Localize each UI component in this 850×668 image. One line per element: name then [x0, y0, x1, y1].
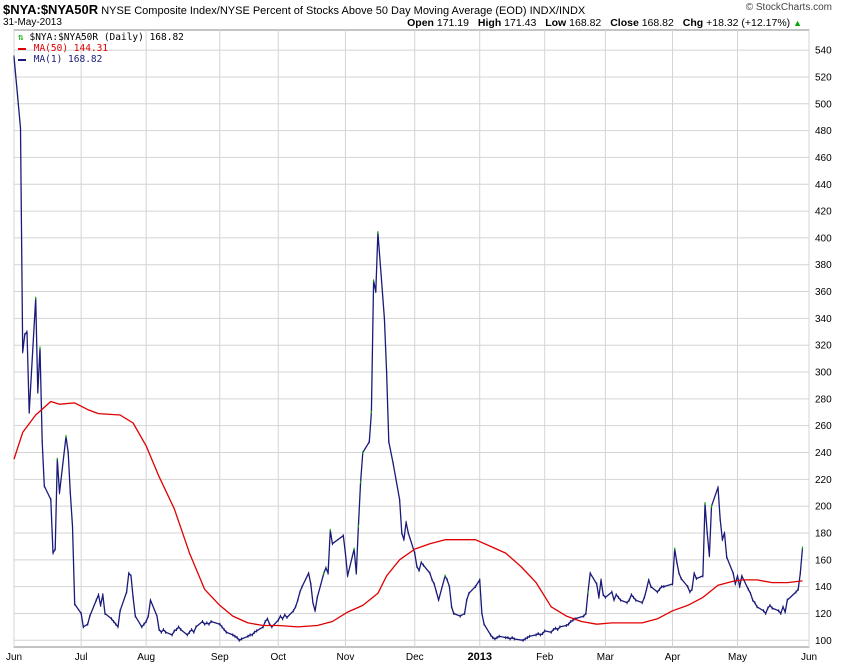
ma50-swatch-icon [18, 47, 26, 50]
legend-price: ⇅ $NYA:$NYA50R (Daily) 168.82 [18, 32, 184, 43]
exchange-label: INDX/INDX [529, 5, 586, 17]
y-tick-label: 260 [815, 421, 832, 432]
y-tick-label: 180 [815, 528, 832, 539]
y-tick-label: 480 [815, 126, 832, 137]
y-tick-label: 440 [815, 180, 832, 191]
tick-layer: 100 120 140 160 180 200 220 240 260 280 300 320 340 3… [6, 46, 832, 663]
y-tick-label: 160 [815, 555, 832, 566]
y-tick-label: 420 [815, 207, 832, 218]
close-value: 168.82 [641, 17, 674, 29]
x-tick-label: Apr [665, 652, 681, 663]
x-tick-label: May [728, 652, 747, 663]
legend-ma50-label: MA(50) 144.31 [33, 43, 109, 54]
symbol-title: $NYA:$NYA50R [3, 2, 99, 17]
high-label: High [477, 17, 502, 29]
low-label: Low [545, 17, 567, 29]
legend-ma1: MA(1) 168.82 [18, 54, 102, 65]
y-tick-label: 100 [815, 636, 832, 647]
y-tick-label: 380 [815, 260, 832, 271]
ma1-series-line [13, 56, 804, 641]
y-tick-label: 320 [815, 341, 832, 352]
up-arrow-icon: ▲ [793, 18, 802, 28]
x-tick-label: Jul [75, 652, 88, 663]
chart-type-icon: ⇅ [18, 32, 24, 43]
chg-label: Chg [682, 17, 704, 29]
symbol-description: NYSE Composite Index/NYSE Percent of Sto… [101, 5, 527, 17]
ma1-swatch-icon [18, 58, 26, 61]
grid-layer [13, 30, 810, 647]
y-tick-label: 520 [815, 72, 832, 83]
legend-price-label: $NYA:$NYA50R (Daily) 168.82 [29, 32, 184, 43]
y-tick-label: 280 [815, 394, 832, 405]
ohlc-bar: Open 171.19 High 171.43 Low 168.82 Close… [401, 17, 802, 29]
x-tick-label: Feb [536, 652, 554, 663]
x-tick-label: Oct [270, 652, 286, 663]
chart-header: $NYA:$NYA50R NYSE Composite Index/NYSE P… [3, 2, 585, 17]
y-tick-label: 200 [815, 502, 832, 513]
high-value: 171.43 [504, 17, 537, 29]
y-tick-label: 240 [815, 448, 832, 459]
open-label: Open [407, 17, 434, 29]
low-value: 168.82 [569, 17, 602, 29]
y-tick-label: 120 [815, 609, 832, 620]
y-tick-label: 220 [815, 475, 832, 486]
brand-watermark[interactable]: © StockCharts.com [745, 2, 832, 13]
x-tick-label: Aug [137, 652, 155, 663]
x-tick-label: Jun [6, 652, 22, 663]
x-tick-label: Nov [337, 652, 355, 663]
x-tick-label: Jun [801, 652, 817, 663]
chg-value: +18.32 (+12.17%) [706, 17, 791, 29]
y-tick-label: 340 [815, 314, 832, 325]
chart-date: 31-May-2013 [3, 17, 62, 28]
x-tick-label: Mar [597, 652, 615, 663]
y-tick-label: 400 [815, 233, 832, 244]
ma50-series-line [13, 400, 803, 628]
y-tick-label: 140 [815, 582, 832, 593]
open-value: 171.19 [436, 17, 469, 29]
legend-ma50: MA(50) 144.31 [18, 43, 108, 54]
x-tick-label: Sep [211, 652, 229, 663]
y-tick-label: 460 [815, 153, 832, 164]
plot-area [13, 29, 810, 648]
y-tick-label: 500 [815, 99, 832, 110]
close-label: Close [610, 17, 639, 29]
series-layer [13, 55, 804, 642]
x-tick-label: Dec [406, 652, 424, 663]
y-tick-label: 360 [815, 287, 832, 298]
x-tick-label: 2013 [467, 651, 491, 663]
y-tick-label: 540 [815, 46, 832, 57]
y-tick-label: 300 [815, 368, 832, 379]
legend-ma1-label: MA(1) 168.82 [33, 54, 103, 65]
